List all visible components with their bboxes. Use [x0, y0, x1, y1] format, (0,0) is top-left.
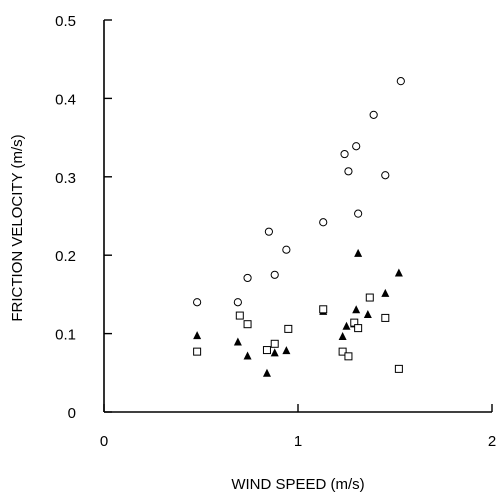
series-open-square [193, 293, 403, 373]
ticks: 0 0.1 0.2 0.3 0.4 0.5 0 1 2 [55, 13, 496, 450]
square-point [284, 324, 293, 333]
y-tick-label: 0 [68, 405, 76, 422]
y-tick-label: 0.4 [55, 91, 76, 108]
triangle-point [233, 337, 242, 346]
triangle-point [394, 268, 403, 277]
circle-point [381, 171, 390, 180]
triangle-point [243, 351, 252, 360]
triangle-point [262, 368, 271, 377]
square-point [235, 311, 244, 320]
circle-point [344, 167, 353, 176]
y-tick-label: 0.2 [55, 248, 76, 265]
circle-point [340, 149, 349, 159]
circle-point [193, 298, 202, 307]
square-point [262, 346, 271, 355]
square-point [319, 305, 328, 314]
axes [103, 20, 492, 413]
y-tick-label: 0.1 [55, 327, 76, 344]
triangle-point [381, 288, 390, 297]
y-axis-label: FRICTION VELOCITY (m/s) [9, 134, 26, 321]
triangle-point [363, 310, 372, 318]
x-tick-label: 0 [100, 433, 108, 450]
series-open-circle [193, 77, 405, 307]
triangle-point [352, 305, 361, 314]
square-point [354, 324, 363, 333]
series-filled-triangle [193, 248, 403, 377]
triangle-point [270, 348, 279, 357]
triangle-point [354, 248, 363, 257]
circle-point [282, 245, 291, 254]
square-point [394, 364, 403, 373]
y-tick-label: 0.3 [55, 170, 76, 187]
circle-point [243, 273, 252, 283]
circle-point [396, 77, 405, 86]
circle-point [369, 110, 378, 119]
circle-point [264, 227, 273, 236]
circle-point [354, 209, 363, 218]
square-point [193, 347, 202, 356]
triangle-point [342, 321, 351, 330]
triangle-point [193, 331, 202, 340]
triangle-point [338, 331, 347, 340]
x-axis-label: WIND SPEED (m/s) [231, 476, 364, 493]
circle-point [319, 218, 328, 227]
circle-point [352, 142, 361, 151]
x-tick-label: 1 [294, 433, 302, 450]
square-point [243, 320, 252, 329]
square-point [381, 313, 390, 322]
x-tick-label: 2 [488, 433, 496, 450]
data-points [193, 77, 405, 377]
square-point [270, 339, 279, 348]
circle-point [233, 298, 242, 307]
circle-point [270, 270, 279, 279]
square-point [365, 293, 374, 302]
square-point [344, 352, 353, 361]
square-point [338, 347, 347, 356]
triangle-point [282, 346, 291, 355]
y-tick-label: 0.5 [55, 13, 76, 30]
